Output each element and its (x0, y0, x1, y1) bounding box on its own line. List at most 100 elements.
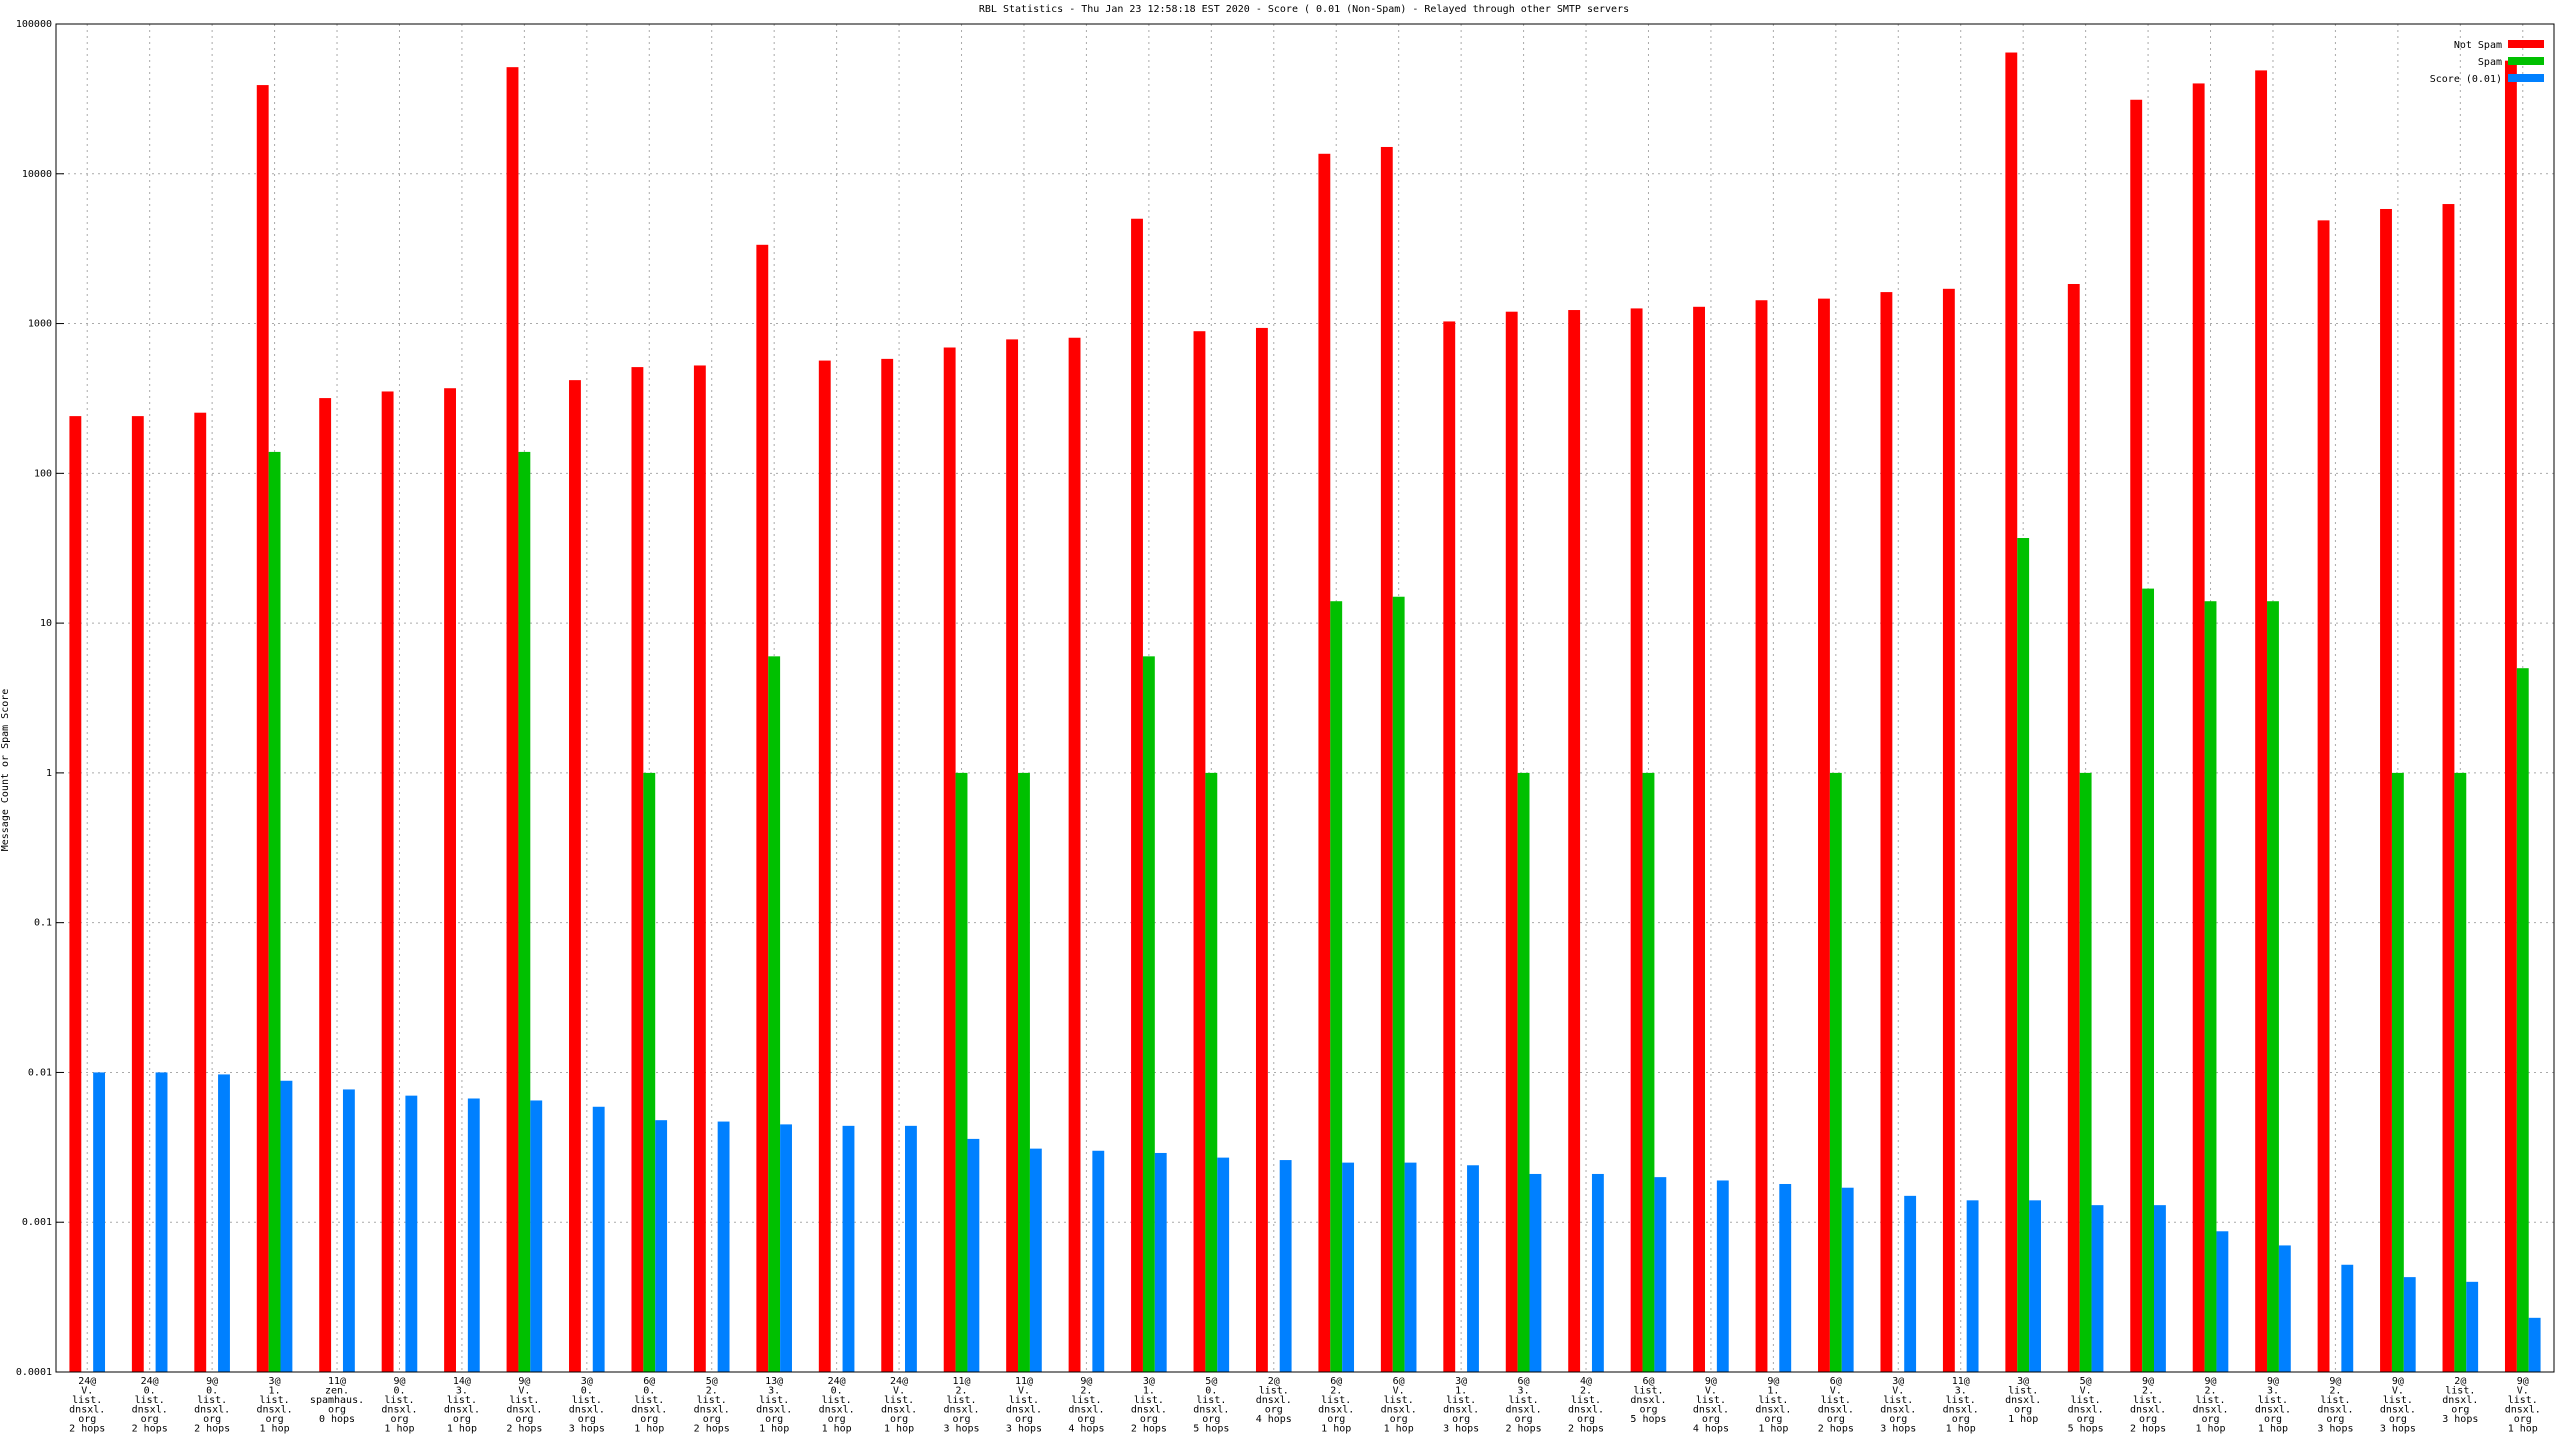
bar (818, 360, 831, 1373)
x-tick-label-line: org (453, 1414, 471, 1425)
legend-label: Spam (2478, 57, 2502, 68)
x-tick-label: 6@ 2. list. dnsxl. org 1 hop (1318, 1376, 1354, 1435)
x-tick-label-line: 1. (1143, 1386, 1155, 1397)
x-tick-label-line: org (2077, 1414, 2095, 1425)
bar (1779, 1183, 1792, 1372)
x-tick-label-line: V. (893, 1386, 905, 1397)
x-tick-label-line: dnsxl. (1630, 1395, 1666, 1406)
x-tick-label-line: dnsxl. (444, 1405, 480, 1416)
x-tick-label: 6@ V. list. dnsxl. org 2 hops (1818, 1376, 1854, 1435)
x-tick-label: 6@ 3. list. dnsxl. org 2 hops (1506, 1376, 1542, 1435)
bar (2142, 588, 2155, 1372)
y-tick-label: 100000 (16, 19, 52, 30)
x-tick-label: 24@ V. list. dnsxl. org 2 hops (69, 1376, 105, 1435)
x-tick-label-line: list. (1134, 1395, 1164, 1406)
x-tick-label-line: 3 hops (1006, 1424, 1042, 1435)
x-tick-label-line: org (1889, 1414, 1907, 1425)
bar (2091, 1205, 2104, 1372)
x-tick-label: 14@ 3. list. dnsxl. org 1 hop (444, 1376, 480, 1435)
x-tick-label-line: org (578, 1414, 596, 1425)
bar (93, 1072, 106, 1372)
bar (2216, 1231, 2229, 1372)
bar (2267, 601, 2279, 1372)
x-tick-label-line: 3. (768, 1386, 780, 1397)
x-tick-label-line: org (2514, 1414, 2532, 1425)
bar (2192, 83, 2205, 1372)
x-tick-label-line: dnsxl. (1006, 1405, 1042, 1416)
bar (1467, 1165, 1479, 1372)
y-tick-label: 10 (40, 618, 52, 629)
bar (131, 416, 144, 1372)
bar (518, 451, 531, 1372)
x-tick-label-line: dnsxl. (1693, 1405, 1729, 1416)
x-tick-label-line: 11@ (1952, 1376, 1970, 1387)
bar (1654, 1177, 1667, 1372)
bar (1755, 300, 1768, 1373)
x-tick-label-line: 13@ (765, 1376, 783, 1387)
x-tick-label-line: dnsxl. (2005, 1395, 2041, 1406)
bar (2516, 668, 2529, 1372)
bar (1342, 1162, 1355, 1372)
x-tick-label-line: list. (2133, 1395, 2163, 1406)
x-tick-label-line: 9@ (2392, 1376, 2404, 1387)
x-tick-label: 3@ 1. list. dnsxl. org 2 hops (1131, 1376, 1167, 1435)
bar (1841, 1187, 1854, 1372)
x-tick-label-line: 2. (956, 1386, 968, 1397)
x-tick-label: 2@ list. dnsxl. org 3 hops (2442, 1376, 2478, 1425)
x-tick-label-line: 0. (1205, 1386, 1217, 1397)
bar (194, 412, 207, 1372)
bar (1529, 1173, 1542, 1372)
bar (2442, 204, 2455, 1372)
x-tick-label-line: org (1827, 1414, 1845, 1425)
x-tick-label-line: list. (1446, 1395, 1476, 1406)
x-tick-label-line: 1 hop (1946, 1424, 1976, 1435)
x-tick-label-line: 0. (144, 1386, 156, 1397)
x-tick-label-line: list. (1071, 1395, 1101, 1406)
bar (2278, 1245, 2291, 1372)
x-tick-label-line: org (1140, 1414, 1158, 1425)
x-tick-label: 24@ V. list. dnsxl. org 1 hop (881, 1376, 917, 1435)
bar (1006, 339, 1019, 1373)
x-tick-label-line: dnsxl. (2068, 1405, 2104, 1416)
x-tick-label-line: 9@ (2267, 1376, 2279, 1387)
x-tick-label-line: org (765, 1414, 783, 1425)
x-tick-label-line: list. (572, 1395, 602, 1406)
x-tick-label-line: 6@ (643, 1376, 655, 1387)
bar (319, 398, 332, 1372)
x-tick-label-line: V. (2080, 1386, 2092, 1397)
bar (1818, 298, 1830, 1372)
bar (631, 367, 644, 1372)
x-tick-label: 9@ V. list. dnsxl. org 1 hop (2505, 1376, 2541, 1435)
x-tick-label-line: 6@ (1518, 1376, 1530, 1387)
bar (1193, 331, 1206, 1372)
x-tick-label-line: list. (509, 1395, 539, 1406)
x-tick-label-line: 3@ (581, 1376, 593, 1387)
bar (2380, 208, 2392, 1373)
bar (955, 772, 968, 1372)
x-tick-label-line: 3 hops (1880, 1424, 1916, 1435)
x-tick-label-line: V. (81, 1386, 93, 1397)
x-tick-label-line: V. (1705, 1386, 1717, 1397)
x-tick-label-line: org (266, 1414, 284, 1425)
x-tick-label-line: dnsxl. (1568, 1405, 1604, 1416)
x-tick-label-line: dnsxl. (69, 1405, 105, 1416)
x-tick-label-line: 0. (206, 1386, 218, 1397)
bar (2005, 52, 2018, 1373)
x-tick-label-line: 4 hops (1256, 1414, 1292, 1425)
bar (1018, 772, 1030, 1372)
x-tick-label: 3@ list. dnsxl. org 1 hop (2005, 1376, 2041, 1425)
legend-swatch (2508, 74, 2544, 82)
x-tick-label: 6@ 0. list. dnsxl. org 1 hop (631, 1376, 667, 1435)
x-tick-label-line: org (1764, 1414, 1782, 1425)
x-tick-label-line: list. (1821, 1395, 1851, 1406)
x-tick-label-line: 2 hops (132, 1424, 168, 1435)
x-tick-label-line: 5 hops (1630, 1414, 1666, 1425)
x-tick-label-line: dnsxl. (1318, 1405, 1354, 1416)
x-tick-label-line: 1 hop (2508, 1424, 2538, 1435)
y-tick-label: 0.001 (22, 1217, 52, 1228)
x-tick-label-line: org (1327, 1414, 1345, 1425)
x-tick-label-line: 0. (581, 1386, 593, 1397)
x-tick-label-line: list. (946, 1395, 976, 1406)
x-tick-label-line: dnsxl. (694, 1405, 730, 1416)
x-tick-label-line: dnsxl. (1443, 1405, 1479, 1416)
